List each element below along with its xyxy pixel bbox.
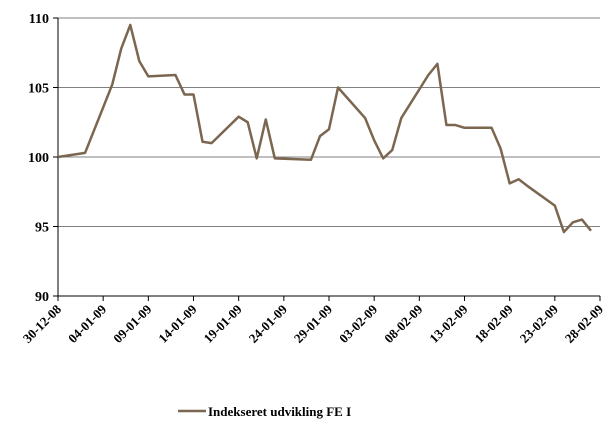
x-tick-label-18-02-09: 18-02-09 [471, 301, 516, 346]
x-tick-label-19-01-09: 19-01-09 [200, 301, 245, 346]
y-tick-label-100: 100 [28, 151, 49, 166]
y-tick-label-105: 105 [28, 82, 49, 97]
legend-label: Indekseret udvikling FE I [208, 404, 351, 419]
y-tick-label-110: 110 [29, 12, 49, 27]
y-tick-label-95: 95 [35, 221, 49, 236]
series-layer [57, 23, 592, 234]
x-tick-label-23-02-09: 23-02-09 [517, 301, 562, 346]
x-tick-label-04-01-09: 04-01-09 [65, 301, 110, 346]
gridlines [58, 17, 600, 227]
x-tick-label-14-01-09: 14-01-09 [155, 301, 200, 346]
x-tick-label-30-12-08: 30-12-08 [20, 301, 65, 346]
x-tick-label-29-01-09: 29-01-09 [291, 301, 336, 346]
x-tick-label-08-02-09: 08-02-09 [381, 301, 426, 346]
legend: Indekseret udvikling FE I [178, 404, 351, 419]
x-tick-label-13-02-09: 13-02-09 [426, 301, 471, 346]
y-tick-label-90: 90 [35, 290, 49, 305]
axes [53, 17, 601, 301]
x-tick-label-24-01-09: 24-01-09 [246, 301, 291, 346]
series-line-0 [57, 23, 592, 234]
x-tick-label-03-02-09: 03-02-09 [336, 301, 381, 346]
x-tick-label-28-02-09: 28-02-09 [562, 301, 607, 346]
x-tick-label-09-01-09: 09-01-09 [110, 301, 155, 346]
